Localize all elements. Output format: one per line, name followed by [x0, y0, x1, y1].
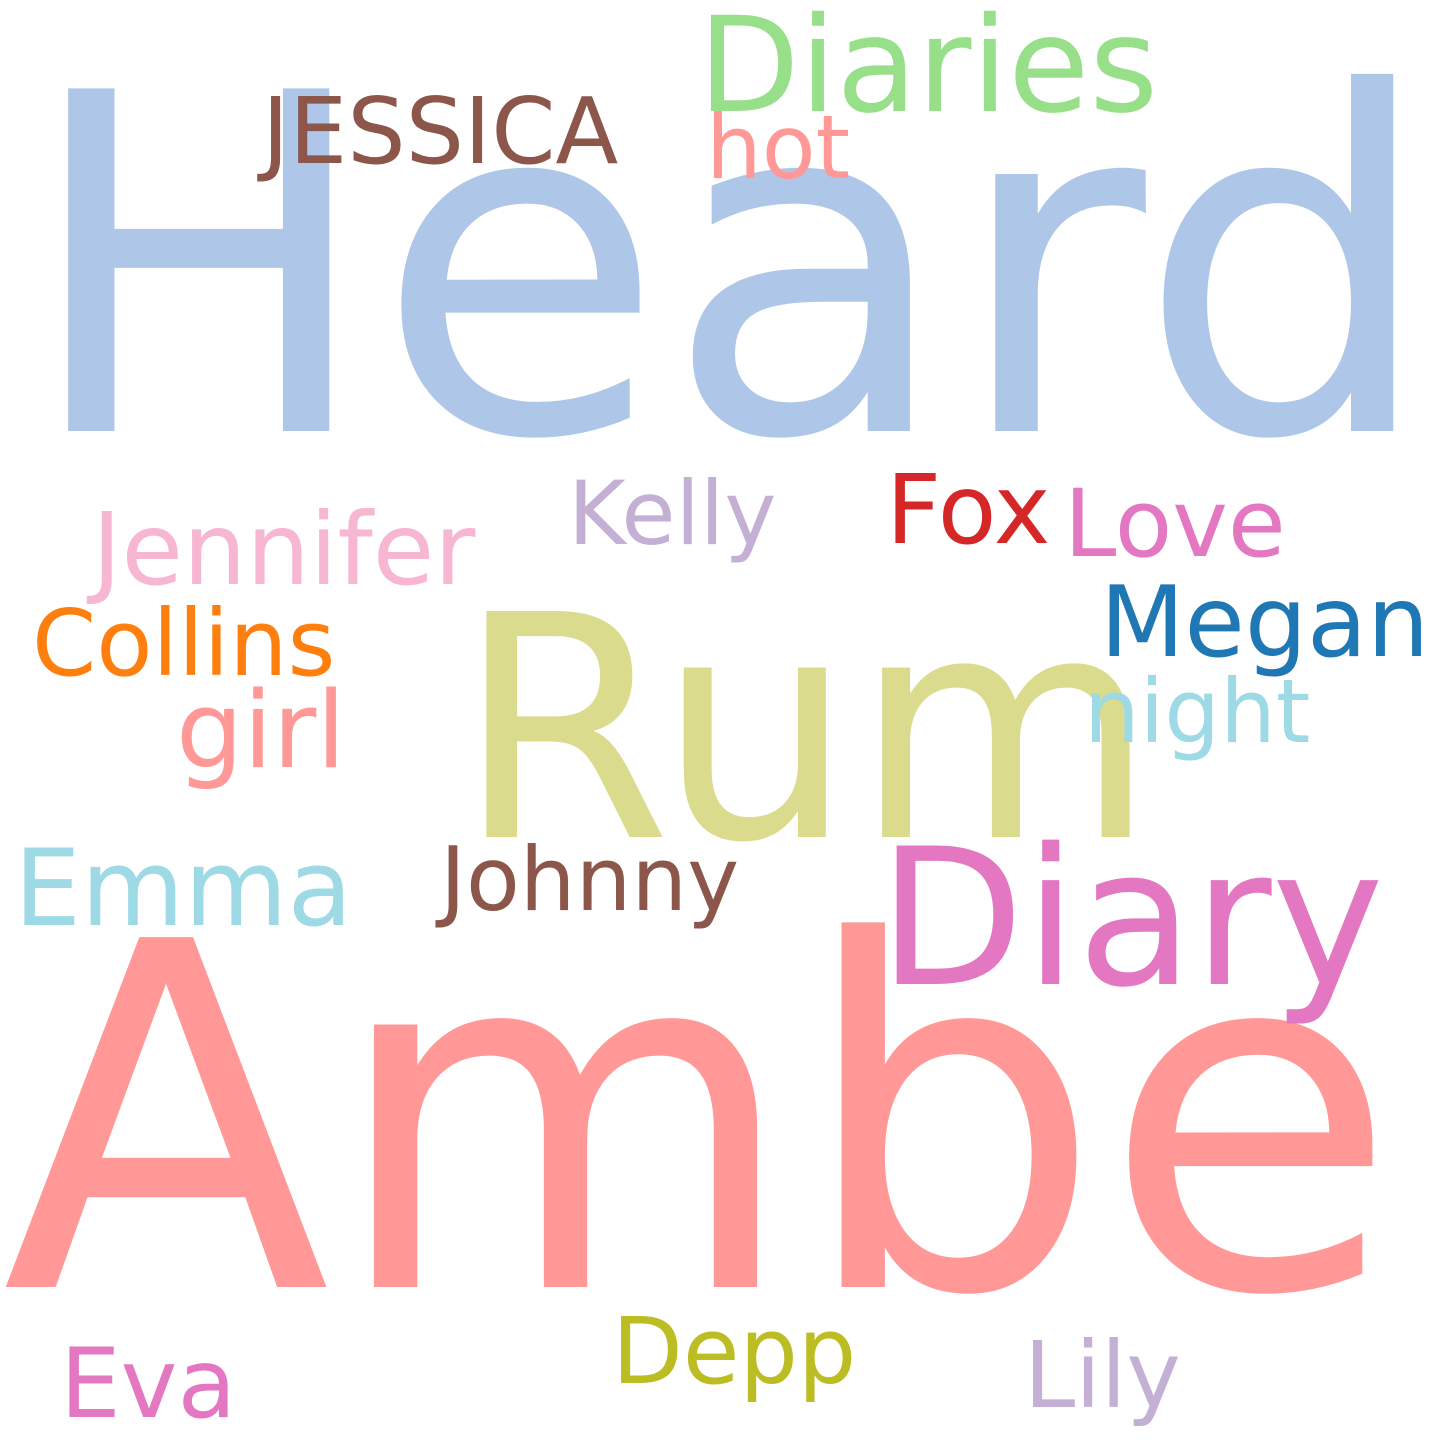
word-girl: girl	[176, 669, 346, 792]
word-love: Love	[1064, 470, 1286, 579]
word-megan: Megan	[1100, 566, 1430, 680]
word-heard: Heard	[22, 0, 1436, 542]
word-amber: Amber	[2, 842, 1440, 1401]
word-diaries: Diaries	[698, 0, 1159, 143]
word-jennifer: Jennifer	[92, 491, 476, 608]
word-collins: Collins	[32, 590, 336, 697]
word-johnny: Johnny	[440, 828, 740, 931]
word-diary: Diary	[878, 808, 1385, 1029]
word-eva: Eva	[60, 1328, 237, 1440]
word-hot: hot	[706, 96, 851, 199]
word-jessica: JESSICA	[262, 78, 619, 185]
word-emma: Emma	[14, 827, 353, 950]
word-fox: Fox	[886, 454, 1051, 566]
word-depp: Depp	[612, 1298, 857, 1405]
word-kelly: Kelly	[568, 462, 777, 565]
word-night: night	[1084, 660, 1311, 763]
word-rum: Rum	[456, 550, 1156, 911]
word-lily: Lily	[1024, 1322, 1181, 1429]
